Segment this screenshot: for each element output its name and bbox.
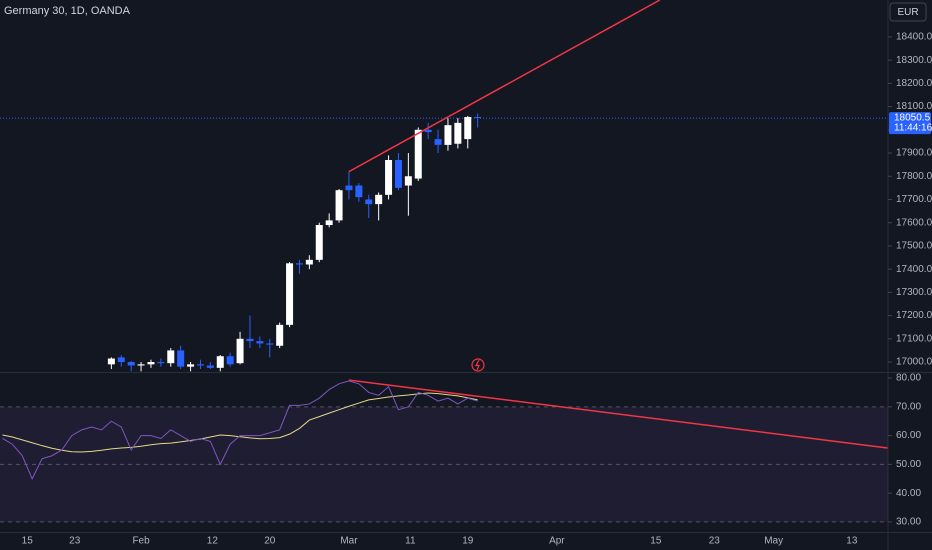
rsi-tick-label: 80.00 bbox=[896, 373, 921, 384]
y-tick-label: 17000.0 bbox=[896, 357, 932, 368]
candle-body bbox=[315, 225, 323, 260]
x-tick-label: Mar bbox=[340, 536, 358, 547]
candle-body bbox=[345, 185, 353, 191]
rsi-tick-label: 40.00 bbox=[896, 488, 921, 499]
x-tick-label: 12 bbox=[207, 536, 219, 547]
y-tick-label: 18300.0 bbox=[896, 55, 932, 66]
x-tick-label: 13 bbox=[846, 536, 858, 547]
countdown-label: 11:44:16 bbox=[894, 123, 932, 134]
y-tick-label: 17400.0 bbox=[896, 264, 932, 275]
rsi-tick-label: 60.00 bbox=[896, 430, 921, 441]
trendline bbox=[348, 0, 661, 173]
x-tick-label: May bbox=[764, 536, 783, 547]
candle-body bbox=[147, 362, 155, 365]
y-tick-label: 17900.0 bbox=[896, 148, 932, 159]
y-tick-label: 17200.0 bbox=[896, 310, 932, 321]
rsi-tick-label: 70.00 bbox=[896, 401, 921, 412]
candle-body bbox=[434, 139, 442, 145]
candle-body bbox=[295, 263, 303, 265]
candle-body bbox=[246, 338, 254, 342]
price-pane bbox=[0, 0, 888, 372]
candle-body bbox=[216, 356, 224, 368]
currency-label[interactable]: EUR bbox=[897, 7, 918, 18]
candle-body bbox=[226, 356, 234, 365]
candle-body bbox=[375, 194, 383, 205]
x-tick-label: 20 bbox=[264, 536, 276, 547]
y-tick-label: 17500.0 bbox=[896, 241, 932, 252]
rsi-tick-label: 50.00 bbox=[896, 459, 921, 470]
rsi-tick-label: 30.00 bbox=[896, 517, 921, 528]
y-tick-label: 18400.0 bbox=[896, 32, 932, 43]
event-icon-bolt bbox=[474, 359, 480, 371]
x-tick-label: 11 bbox=[405, 536, 416, 547]
y-tick-label: 17300.0 bbox=[896, 287, 932, 298]
rsi-trendline bbox=[348, 379, 888, 449]
x-tick-label: 15 bbox=[650, 536, 662, 547]
x-tick-label: 23 bbox=[69, 536, 81, 547]
candle-body bbox=[424, 129, 432, 133]
candle-body bbox=[325, 220, 333, 226]
candle-body bbox=[157, 362, 165, 364]
candle-body bbox=[196, 364, 204, 366]
candle-body bbox=[167, 350, 175, 364]
x-tick-label: 19 bbox=[462, 536, 474, 547]
candle-body bbox=[454, 122, 462, 144]
y-tick-label: 17800.0 bbox=[896, 171, 932, 182]
candle-body bbox=[266, 343, 274, 345]
axes: 17000.0 17100.0 17200.0 17300.0 17400.0 17500… bbox=[22, 32, 932, 547]
candle-body bbox=[177, 350, 185, 367]
candle-body bbox=[276, 324, 284, 346]
candle-body bbox=[187, 364, 195, 367]
rsi-ma-line bbox=[2, 392, 478, 453]
candle-body bbox=[117, 357, 125, 363]
currency-button[interactable] bbox=[889, 2, 927, 22]
candle-body bbox=[137, 364, 145, 366]
candle-body bbox=[256, 341, 264, 344]
candle-body bbox=[305, 259, 313, 265]
y-tick-label: 17600.0 bbox=[896, 217, 932, 228]
candle-body bbox=[404, 176, 412, 186]
event-icon[interactable] bbox=[471, 358, 485, 372]
candle-body bbox=[107, 358, 115, 365]
candle-body bbox=[365, 199, 373, 205]
candle-body bbox=[335, 190, 343, 221]
candle-body bbox=[394, 159, 402, 188]
last-price-badge bbox=[889, 112, 931, 135]
candle-body bbox=[236, 338, 244, 364]
x-tick-label: Feb bbox=[132, 536, 150, 547]
candle-body bbox=[474, 117, 482, 119]
candle-body bbox=[127, 362, 135, 366]
candle-body bbox=[444, 125, 452, 145]
candle-body bbox=[385, 159, 393, 195]
y-tick-label: 18200.0 bbox=[896, 78, 932, 89]
candle-body bbox=[206, 365, 214, 368]
chart-title: Germany 30, 1D, OANDA bbox=[4, 5, 131, 17]
x-tick-label: 23 bbox=[709, 536, 721, 547]
candle-body bbox=[464, 117, 472, 140]
candle-body bbox=[355, 185, 363, 198]
y-tick-label: 17700.0 bbox=[896, 194, 932, 205]
last-price-label: 18050.5 bbox=[894, 113, 931, 124]
y-tick-label: 17100.0 bbox=[896, 333, 932, 344]
rsi-line bbox=[2, 380, 478, 480]
candle-body bbox=[286, 263, 294, 325]
y-tick-label: 18100.0 bbox=[896, 101, 932, 112]
rsi-pane bbox=[0, 379, 888, 523]
x-tick-label: 15 bbox=[22, 536, 34, 547]
x-tick-label: Apr bbox=[549, 536, 565, 547]
candle-body bbox=[414, 129, 422, 179]
